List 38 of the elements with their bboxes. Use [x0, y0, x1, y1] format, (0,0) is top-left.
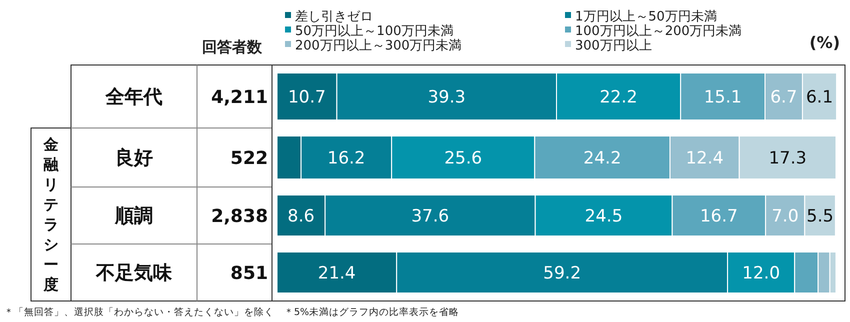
legend-label: 差し引きゼロ — [295, 10, 373, 25]
text: 金融リテラシー度 — [42, 136, 60, 294]
legend-label: 100万円以上～200万円未満 — [575, 24, 742, 40]
text: 522 — [230, 148, 268, 169]
data-label: 25.6 — [444, 148, 482, 168]
data-label: 12.4 — [686, 148, 724, 168]
y-tick-label: 良好 — [115, 147, 153, 170]
data-label: 59.2 — [543, 263, 582, 284]
legend-label: 1万円以上～50万円未満 — [575, 10, 717, 25]
data-label: 24.5 — [584, 206, 623, 226]
text: 2,838 — [211, 206, 268, 227]
data-label: 12.0 — [742, 263, 780, 284]
data-label: 6.1 — [806, 87, 834, 108]
text: 4,211 — [211, 86, 268, 108]
text: 回答者数 — [202, 38, 263, 56]
y-tick-label: 全年代 — [104, 86, 162, 108]
data-label: 15.1 — [704, 87, 742, 108]
data-label: 24.2 — [583, 148, 622, 168]
text: 851 — [230, 262, 268, 284]
data-label: 8.6 — [288, 206, 315, 226]
legend-label: 50万円以上～100万円未満 — [295, 24, 454, 40]
data-label: 37.6 — [411, 206, 450, 226]
data-label: 17.3 — [768, 148, 807, 168]
text: ＊「無回答」、選択肢「わからない・答えたくない」を除く ＊5%未満はグラフ内の比率表示を省略 — [4, 306, 460, 318]
data-label: 16.7 — [700, 206, 738, 226]
legend-label: 200万円以上～300万円未満 — [295, 38, 462, 54]
data-label: 21.4 — [318, 263, 356, 284]
y-tick-label: 順調 — [114, 205, 153, 228]
data-label: 39.3 — [428, 87, 466, 108]
data-label: 10.7 — [288, 87, 326, 108]
text: (%) — [809, 33, 840, 52]
data-label: 6.7 — [770, 87, 798, 108]
legend-label: 300万円以上 — [575, 38, 652, 54]
data-label: 16.2 — [327, 148, 366, 168]
data-label: 7.0 — [772, 206, 799, 226]
data-label: 5.5 — [806, 206, 834, 226]
data-label: 22.2 — [600, 87, 638, 108]
y-tick-label: 不足気味 — [95, 262, 173, 284]
